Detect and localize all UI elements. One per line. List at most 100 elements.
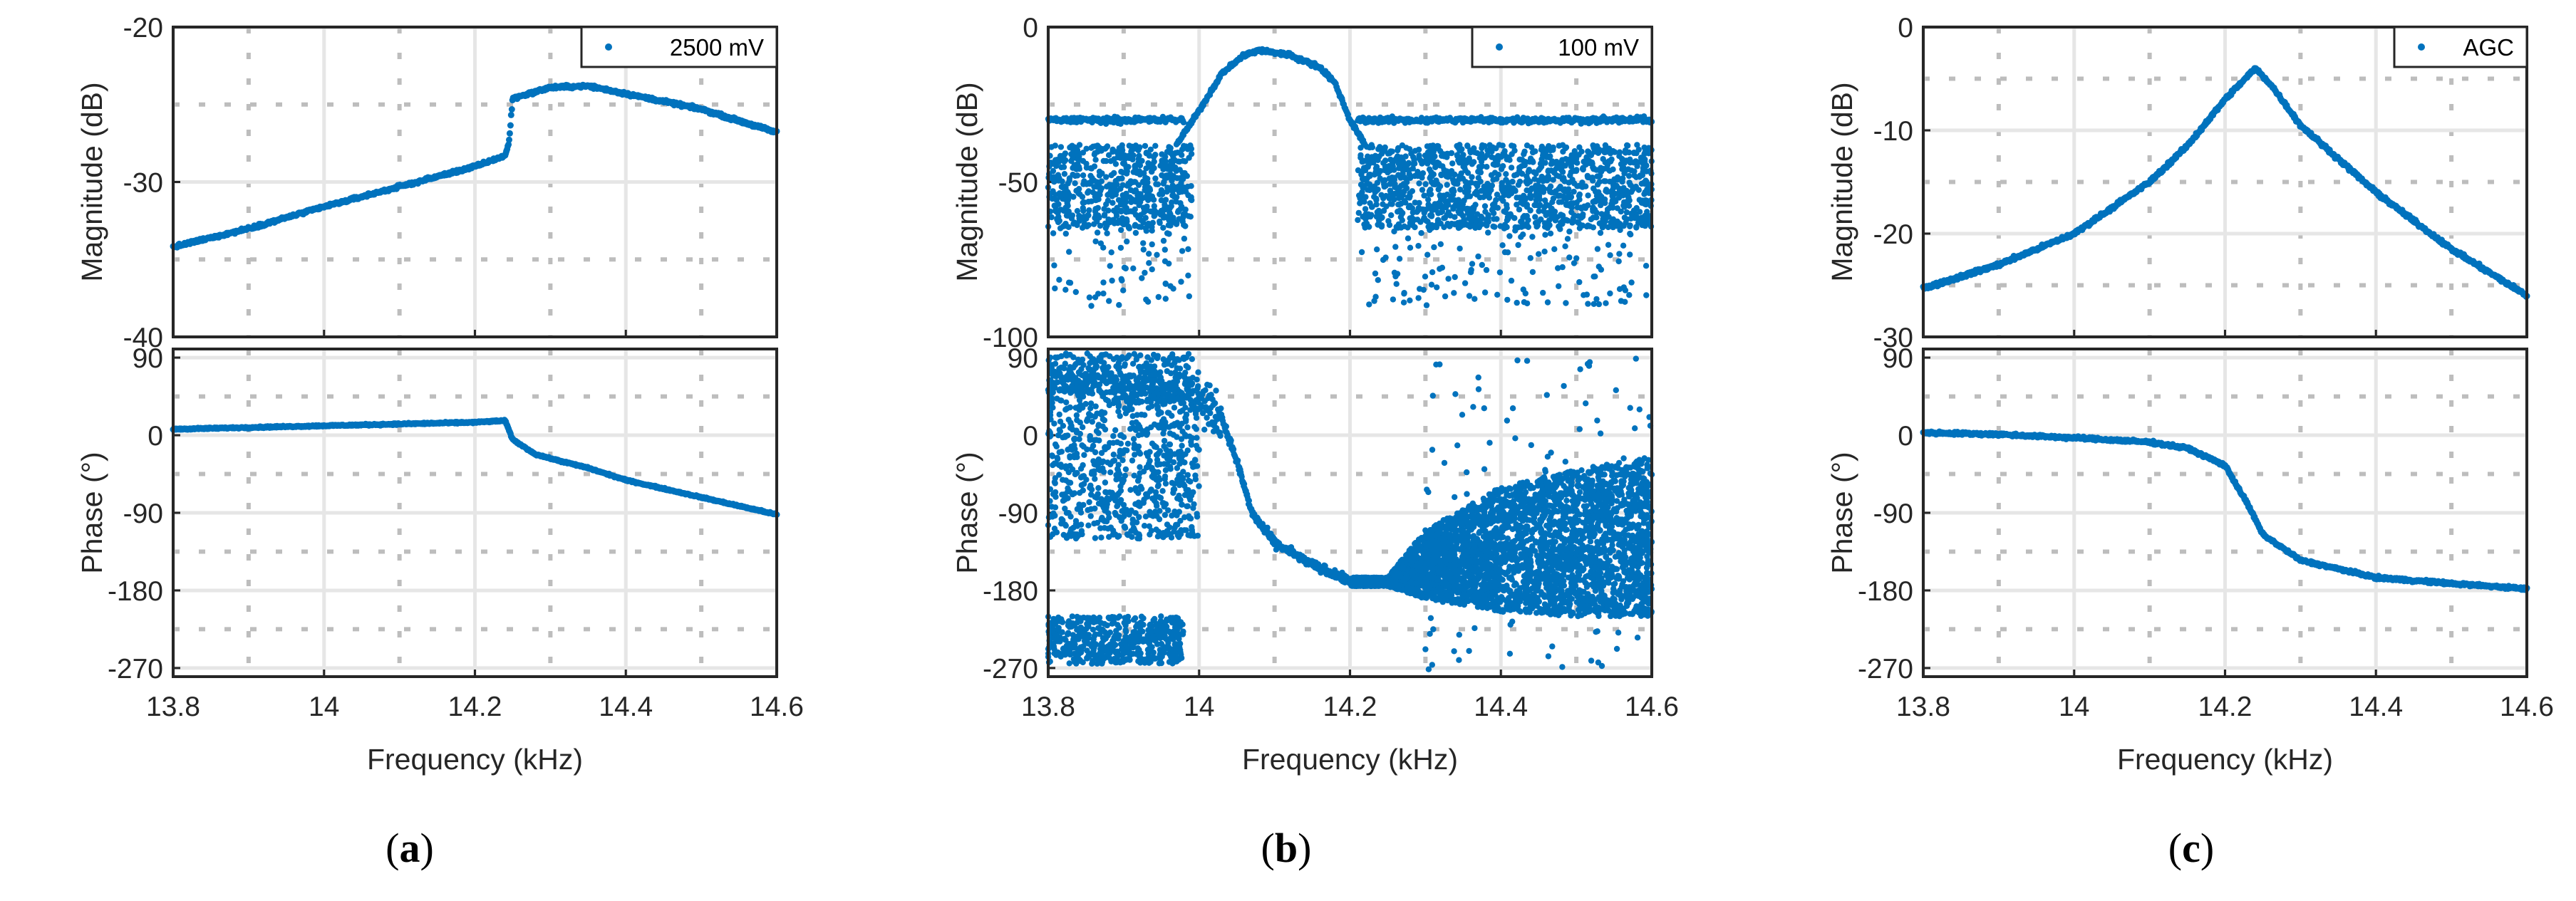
data-point: [1635, 216, 1642, 223]
data-point: [1159, 191, 1166, 197]
data-point: [1095, 204, 1102, 212]
data-point: [1585, 301, 1591, 307]
data-point: [1535, 194, 1541, 201]
data-point: [1444, 182, 1450, 188]
data-point: [1051, 202, 1057, 209]
data-point: [1504, 296, 1511, 303]
data-point: [1187, 214, 1194, 220]
data-point: [1062, 230, 1070, 237]
data-point: [1392, 244, 1399, 250]
data-point: [1540, 289, 1546, 296]
data-point: [1123, 217, 1130, 223]
data-point: [1072, 180, 1078, 187]
data-point: [1590, 224, 1597, 231]
data-point: [1119, 175, 1125, 182]
data-point: [1540, 152, 1546, 159]
data-point: [1533, 170, 1539, 177]
data-point: [1107, 263, 1113, 269]
data-point: [1523, 178, 1529, 185]
data-point: [1495, 172, 1502, 178]
data-point: [1412, 172, 1418, 179]
panel-a-magnitude-ytick-label: -40: [123, 323, 163, 353]
data-point: [1144, 298, 1152, 305]
data-point: [1456, 160, 1463, 166]
data-point: [1062, 184, 1069, 192]
data-point: [1423, 158, 1430, 165]
data-point: [1476, 155, 1483, 161]
data-point: [1130, 265, 1137, 271]
data-point: [1142, 269, 1148, 276]
data-point: [1491, 162, 1499, 168]
data-point: [1477, 169, 1484, 176]
data-point: [1103, 174, 1109, 180]
data-point: [1590, 301, 1597, 307]
data-point: [1360, 167, 1367, 173]
data-point: [1435, 186, 1442, 193]
data-point: [1504, 202, 1510, 208]
data-point: [1499, 184, 1505, 191]
data-point: [1143, 228, 1150, 234]
data-point: [1066, 249, 1072, 255]
data-point: [1623, 167, 1629, 174]
panel-a-legend: 2500 mV: [580, 26, 778, 68]
data-point: [1154, 181, 1162, 187]
data-point: [1380, 195, 1387, 202]
data-point: [1541, 220, 1548, 226]
data-point: [1119, 277, 1125, 283]
data-point: [1068, 151, 1075, 157]
data-point: [1611, 176, 1618, 182]
data-point: [1576, 220, 1582, 226]
data-point: [1542, 231, 1548, 238]
data-point: [1620, 175, 1626, 182]
panel-b-magnitude-ytick-label: 0: [1023, 13, 1038, 43]
data-point: [1616, 185, 1623, 192]
data-point: [1625, 172, 1633, 179]
data-point: [1562, 243, 1568, 249]
data-point: [1561, 186, 1568, 192]
data-point: [1374, 246, 1380, 253]
panel-a-phase-ytick-label: -270: [108, 654, 163, 684]
data-point: [1607, 290, 1613, 297]
data-point: [507, 122, 514, 129]
data-point: [1599, 224, 1606, 231]
data-point: [1557, 212, 1564, 219]
data-point: [1424, 251, 1431, 258]
data-point: [1054, 157, 1060, 163]
data-point: [1615, 258, 1622, 265]
data-point: [1055, 175, 1062, 182]
data-point: [1624, 142, 1630, 149]
data-point: [1110, 207, 1117, 214]
data-point: [1424, 143, 1431, 150]
data-point: [1542, 160, 1548, 166]
data-point: [1159, 172, 1165, 179]
data-point: [1600, 156, 1606, 162]
data-point: [1387, 156, 1394, 163]
panel-a-phase-ytick-label: -180: [108, 576, 163, 607]
data-point: [1147, 208, 1154, 214]
data-point: [1493, 197, 1499, 204]
data-point: [1073, 164, 1080, 170]
data-point: [1125, 224, 1132, 231]
data-point: [1137, 171, 1144, 178]
data-point: [1415, 295, 1422, 301]
data-point: [1551, 246, 1558, 252]
data-point: [1555, 265, 1561, 271]
data-point: [1431, 244, 1437, 251]
data-point: [1452, 171, 1458, 178]
data-point: [1072, 288, 1080, 296]
data-point: [1535, 219, 1542, 225]
data-point: [1382, 157, 1389, 164]
data-point: [1179, 248, 1186, 254]
data-point: [1528, 144, 1535, 151]
data-point: [1522, 290, 1528, 297]
data-point: [1095, 212, 1102, 219]
data-point: [506, 136, 512, 143]
panel-label-letter: a: [400, 825, 420, 871]
data-point: [1426, 191, 1432, 197]
data-point: [1494, 291, 1501, 298]
data-point: [1094, 184, 1100, 190]
data-point: [1484, 164, 1490, 170]
data-point: [507, 111, 514, 118]
data-point: [1062, 157, 1069, 164]
